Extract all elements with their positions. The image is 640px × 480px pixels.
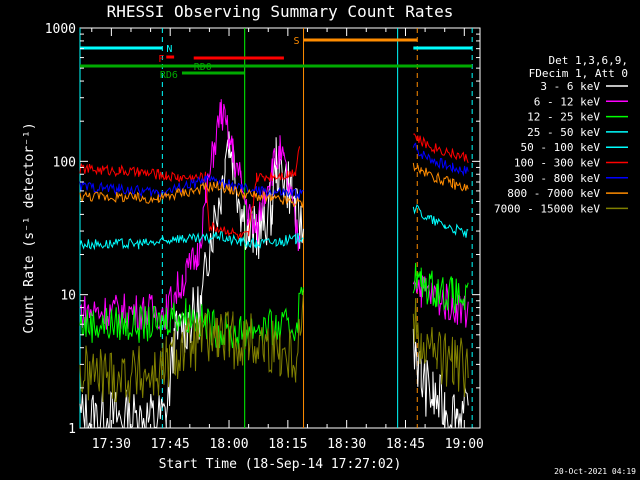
y-axis-ticks: 1 10 100 1000 xyxy=(45,22,480,437)
x-axis-ticks: 17:30 17:45 18:00 18:15 18:30 18:45 19:00 xyxy=(91,28,484,452)
y-tick-label: 1000 xyxy=(45,22,76,37)
series-line-8-0 xyxy=(79,292,304,403)
y-tick-label: 100 xyxy=(53,155,76,170)
flag-label-5: RD6 xyxy=(160,70,178,81)
timestamp: 20-Oct-2021 04:19 xyxy=(554,467,636,476)
series-line-6-0 xyxy=(79,175,304,199)
series-line-3-1 xyxy=(412,204,469,238)
legend-label: 50 - 100 keV xyxy=(521,141,601,154)
legend-label: 800 - 7000 keV xyxy=(507,187,600,200)
legend-label: 3 - 6 keV xyxy=(540,80,600,93)
legend-label: 7000 - 15000 keV xyxy=(494,202,600,215)
legend-header: Det 1,3,6,9, xyxy=(549,54,628,67)
chart-title: RHESSI Observing Summary Count Rates xyxy=(107,2,454,21)
x-axis-label: Start Time (18-Sep-14 17:27:02) xyxy=(159,457,402,472)
y-tick-label: 1 xyxy=(68,422,76,437)
series-line-7-1 xyxy=(412,162,469,192)
legend: Det 1,3,6,9,FDecim 1, Att 03 - 6 keV 6 - … xyxy=(494,54,628,215)
legend-label: 12 - 25 keV xyxy=(527,111,600,124)
x-tick-label: 17:45 xyxy=(151,437,190,452)
x-tick-label: 17:30 xyxy=(92,437,131,452)
series-line-3-0 xyxy=(79,230,304,251)
series-layer xyxy=(79,99,469,429)
flag-bars: N S F RD0 RD6 xyxy=(80,36,473,81)
x-tick-label: 19:00 xyxy=(445,437,484,452)
y-tick-label: 10 xyxy=(60,289,76,304)
x-tick-label: 18:15 xyxy=(268,437,307,452)
series-line-5-1 xyxy=(413,133,469,164)
series-line-2-1 xyxy=(412,262,469,314)
flag-label-1: S xyxy=(293,36,299,47)
legend-label: 25 - 50 keV xyxy=(527,126,600,139)
series-line-8-1 xyxy=(412,298,469,398)
series-line-7-0 xyxy=(79,181,304,208)
flag-label-2: F xyxy=(158,54,164,65)
legend-label: 6 - 12 keV xyxy=(534,95,601,108)
series-line-1-1 xyxy=(412,275,469,328)
flag-label-4: RD0 xyxy=(194,62,212,73)
y-axis-label: Count Rate (s⁻¹ detector⁻¹) xyxy=(22,122,37,333)
series-line-0-1 xyxy=(412,328,469,429)
legend-label: 100 - 300 keV xyxy=(514,157,600,170)
legend-header: FDecim 1, Att 0 xyxy=(529,67,628,80)
series-line-6-1 xyxy=(412,142,469,177)
x-tick-label: 18:45 xyxy=(386,437,425,452)
legend-label: 300 - 800 keV xyxy=(514,172,600,185)
x-tick-label: 18:00 xyxy=(209,437,248,452)
vertical-markers xyxy=(79,28,473,428)
flag-label-0: N xyxy=(166,44,172,55)
series-line-1-0 xyxy=(79,99,301,331)
x-tick-label: 18:30 xyxy=(327,437,366,452)
